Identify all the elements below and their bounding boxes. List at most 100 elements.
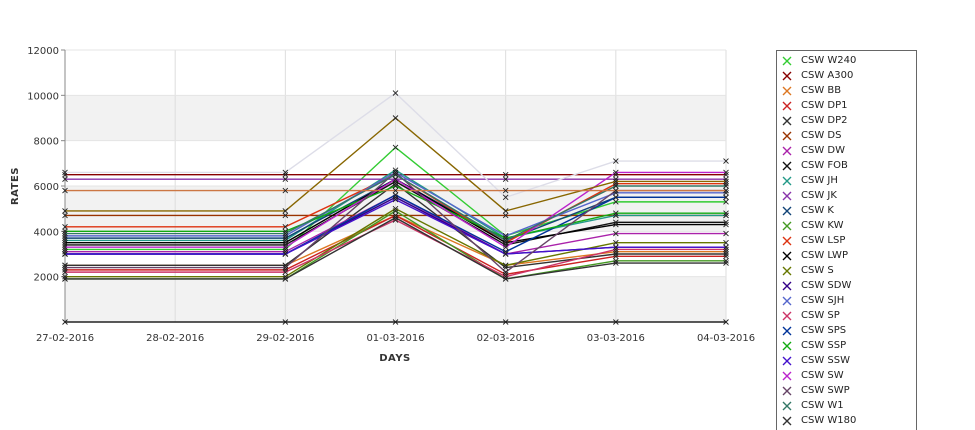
data-point xyxy=(723,221,729,228)
legend-label: CSW LWP xyxy=(801,250,848,261)
data-point xyxy=(282,187,289,194)
data-point xyxy=(723,187,729,194)
series-line xyxy=(65,173,726,242)
data-point xyxy=(723,178,729,185)
data-point xyxy=(62,264,68,271)
data-point xyxy=(392,176,399,183)
data-point xyxy=(282,169,289,176)
legend-label: CSW LSP xyxy=(801,235,846,246)
legend-x-icon xyxy=(782,251,792,260)
legend-label: CSW SP xyxy=(801,310,840,321)
data-point xyxy=(613,183,619,189)
legend-x-icon xyxy=(782,356,792,365)
data-point xyxy=(613,260,619,266)
data-point xyxy=(62,251,68,257)
legend-x-icon xyxy=(782,266,792,275)
data-point xyxy=(723,158,729,164)
legend-label: CSW DS xyxy=(801,130,842,141)
data-point xyxy=(392,196,399,203)
legend-x-icon xyxy=(782,176,792,185)
legend-x-icon xyxy=(782,281,792,290)
data-point xyxy=(62,212,68,219)
y-tick-label: 12000 xyxy=(27,46,59,57)
data-point xyxy=(62,176,68,183)
legend-item: CSW DP2 xyxy=(781,113,848,128)
x-tick-label: 04-03-2016 xyxy=(697,333,755,344)
legend-item: CSW DS xyxy=(781,128,841,143)
data-point xyxy=(62,169,68,176)
y-tick-label: 10000 xyxy=(27,91,59,102)
legend-label: CSW DP1 xyxy=(801,100,848,111)
legend-label: CSW KW xyxy=(801,220,844,231)
data-point xyxy=(282,264,289,271)
legend-item: CSW BB xyxy=(781,83,841,98)
series-line xyxy=(65,178,726,244)
data-point xyxy=(723,319,729,325)
series-line xyxy=(65,185,726,239)
data-point xyxy=(502,212,509,219)
y-axis-title: RATES xyxy=(10,167,21,205)
legend-item: CSW SSP xyxy=(781,338,846,353)
data-point xyxy=(392,183,399,189)
data-point xyxy=(392,144,399,151)
legend-x-icon xyxy=(782,146,792,155)
legend-item: CSW S xyxy=(781,263,834,278)
data-point xyxy=(613,187,619,194)
data-point xyxy=(613,244,619,251)
data-point xyxy=(62,244,68,251)
data-point xyxy=(502,244,509,251)
legend-label: CSW SDW xyxy=(801,280,852,291)
legend-label: CSW JK xyxy=(801,190,837,201)
data-point xyxy=(613,221,619,228)
series-lines xyxy=(62,90,729,325)
legend-label: CSW W1 xyxy=(801,400,844,411)
legend-item: CSW LSP xyxy=(781,233,845,248)
data-point xyxy=(723,210,729,217)
data-point xyxy=(723,199,729,205)
data-point xyxy=(392,319,399,325)
data-point xyxy=(723,169,729,176)
data-point xyxy=(282,269,289,275)
data-point xyxy=(282,208,289,214)
data-point xyxy=(502,171,509,178)
legend-item: CSW FOB xyxy=(781,158,848,173)
legend-label: CSW FOB xyxy=(801,160,848,171)
data-point xyxy=(282,319,289,325)
y-tick-label: 2000 xyxy=(34,273,59,284)
data-point xyxy=(392,90,399,96)
legend-label: CSW W240 xyxy=(801,55,857,66)
legend-label: CSW DW xyxy=(801,145,845,156)
y-tick-label: 6000 xyxy=(34,182,59,193)
data-point xyxy=(613,199,619,205)
x-tick-label: 28-02-2016 xyxy=(146,333,204,344)
data-point xyxy=(502,176,509,183)
legend-item: CSW JK xyxy=(781,188,837,203)
series-line xyxy=(65,171,726,249)
series-line xyxy=(65,207,726,278)
data-point xyxy=(723,183,729,189)
legend-label: CSW K xyxy=(801,205,834,216)
data-point xyxy=(282,223,289,230)
legend-item: CSW DP1 xyxy=(781,98,848,113)
data-point xyxy=(392,192,399,198)
legend-x-icon xyxy=(782,206,792,215)
data-point xyxy=(62,239,68,246)
legend-x-icon xyxy=(782,116,792,125)
y-tick-label: 4000 xyxy=(34,227,59,238)
legend-item: CSW KW xyxy=(781,218,844,233)
x-tick-label: 02-03-2016 xyxy=(477,333,535,344)
legend-label: CSW SSP xyxy=(801,340,847,351)
data-point xyxy=(392,169,399,176)
data-point xyxy=(392,167,399,173)
data-point xyxy=(502,208,509,214)
series-line xyxy=(65,173,726,244)
data-point xyxy=(502,319,509,325)
legend-item: CSW LWP xyxy=(781,248,848,263)
data-point xyxy=(62,187,68,194)
legend-label: CSW SPS xyxy=(801,325,847,336)
legend-item: CSW SW xyxy=(781,368,844,383)
data-point xyxy=(613,169,619,176)
legend-item: CSW SSW xyxy=(781,353,850,368)
legend-item: CSW SPS xyxy=(781,323,846,338)
data-point xyxy=(613,194,619,201)
